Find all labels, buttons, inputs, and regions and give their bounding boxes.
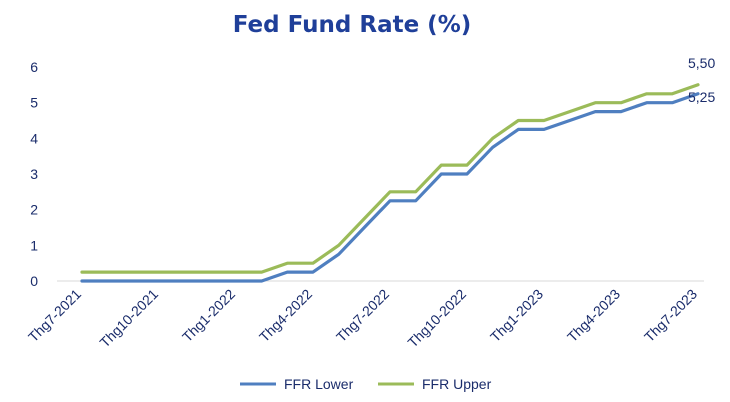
- x-tick-label: Thg4-2023: [564, 286, 623, 345]
- x-tick-label: Thg7-2021: [25, 286, 84, 345]
- y-tick-label: 5: [30, 95, 38, 111]
- x-tick-label: Thg7-2023: [641, 286, 700, 345]
- x-tick-label: Thg1-2022: [179, 286, 238, 345]
- y-tick-label: 6: [30, 59, 38, 75]
- y-axis-ticks: 0 1 2 3 4 5 6: [30, 59, 38, 289]
- x-tick-label: Thg10-2022: [404, 286, 469, 351]
- data-label-ffr-lower: 5,25: [688, 89, 715, 105]
- x-axis-ticks: Thg7-2021 Thg10-2021 Thg1-2022 Thg4-2022 Thg…: [25, 286, 700, 351]
- legend-label-ffr-upper: FFR Upper: [422, 376, 492, 392]
- y-tick-label: 0: [30, 273, 38, 289]
- x-tick-label: Thg10-2021: [96, 286, 161, 351]
- data-labels: 5,50 5,25: [688, 55, 715, 105]
- series-line-ffr-lower: [80, 92, 700, 283]
- legend-label-ffr-lower: FFR Lower: [284, 376, 354, 392]
- legend: FFR Lower FFR Upper: [240, 376, 492, 392]
- y-tick-label: 2: [30, 202, 38, 218]
- series-lines: [80, 83, 700, 283]
- x-tick-label: Thg7-2022: [333, 286, 392, 345]
- y-tick-label: 1: [30, 237, 38, 253]
- x-tick-label: Thg1-2023: [487, 286, 546, 345]
- x-tick-label: Thg4-2022: [256, 286, 315, 345]
- y-tick-label: 3: [30, 166, 38, 182]
- chart-title: Fed Fund Rate (%): [233, 12, 472, 38]
- series-line-ffr-upper: [80, 83, 700, 274]
- y-tick-label: 4: [30, 130, 38, 146]
- data-label-ffr-upper: 5,50: [688, 55, 715, 71]
